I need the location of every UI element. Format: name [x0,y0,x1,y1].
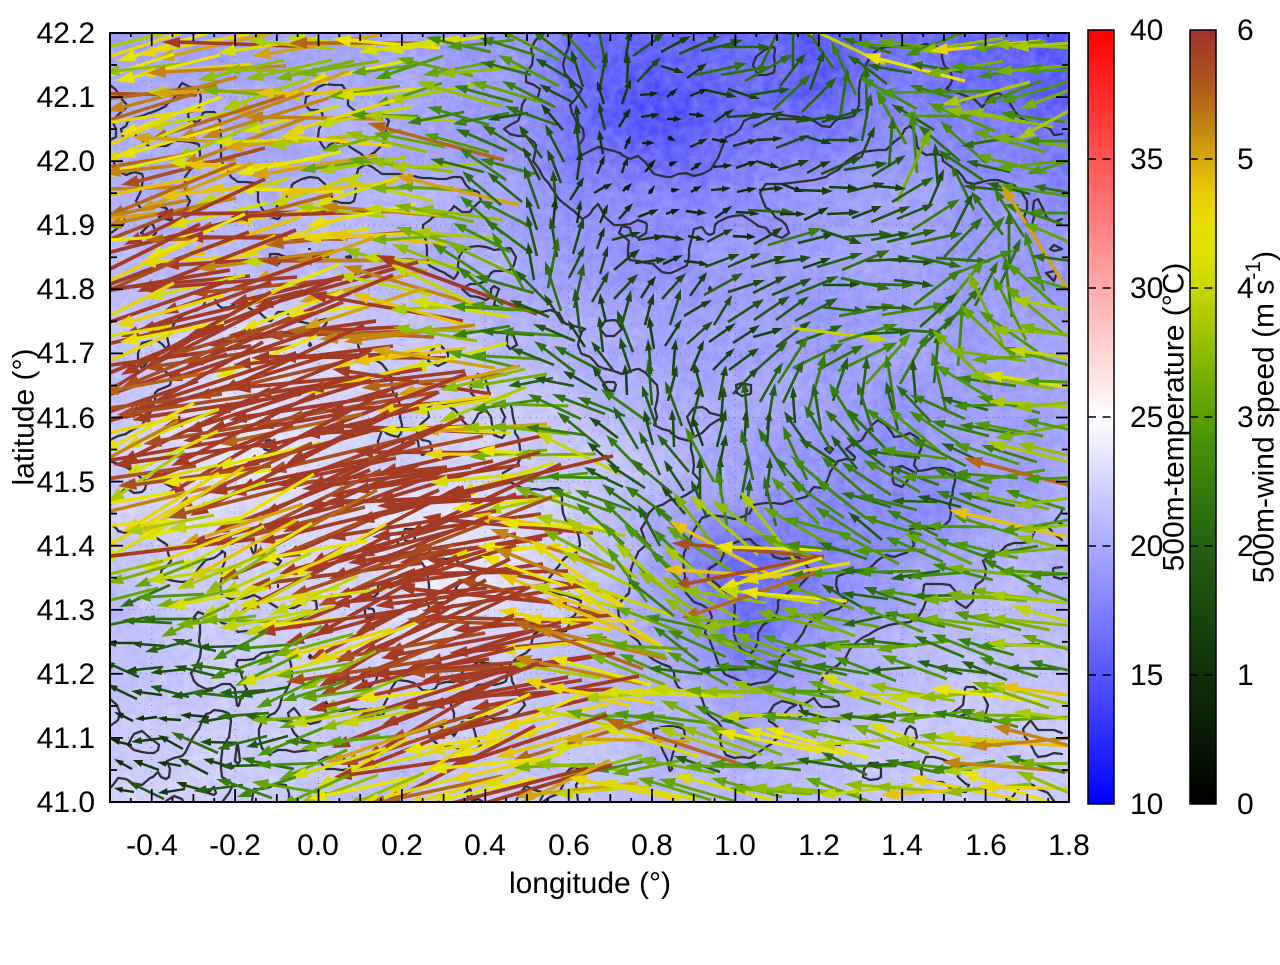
svg-text:-0.4: -0.4 [126,829,178,862]
svg-text:0.2: 0.2 [381,829,423,862]
svg-text:41.8: 41.8 [37,273,95,306]
svg-text:0.4: 0.4 [464,829,506,862]
svg-text:0.8: 0.8 [631,829,673,862]
svg-text:500m-wind speed (m s-1): 500m-wind speed (m s-1) [1242,251,1280,583]
svg-text:-0.2: -0.2 [209,829,261,862]
svg-text:35: 35 [1130,143,1163,176]
svg-text:41.7: 41.7 [37,337,95,370]
svg-text:0: 0 [1237,788,1254,821]
svg-text:1.8: 1.8 [1048,829,1090,862]
svg-text:1.4: 1.4 [881,829,923,862]
svg-text:41.5: 41.5 [37,466,95,499]
svg-text:42.0: 42.0 [37,145,95,178]
svg-text:1: 1 [1237,659,1254,692]
svg-text:41.4: 41.4 [37,530,95,563]
svg-text:15: 15 [1130,659,1163,692]
svg-text:41.0: 41.0 [37,786,95,819]
svg-text:0.6: 0.6 [548,829,590,862]
svg-text:1.6: 1.6 [965,829,1007,862]
svg-text:longitude (°): longitude (°) [509,867,671,900]
svg-text:6: 6 [1237,14,1254,47]
svg-text:5: 5 [1237,143,1254,176]
svg-text:1.2: 1.2 [798,829,840,862]
svg-text:0.0: 0.0 [297,829,339,862]
svg-text:41.1: 41.1 [37,722,95,755]
svg-text:42.2: 42.2 [37,17,95,50]
svg-text:40: 40 [1130,14,1163,47]
svg-text:41.3: 41.3 [37,594,95,627]
svg-text:41.6: 41.6 [37,402,95,435]
svg-text:42.1: 42.1 [37,81,95,114]
svg-text:10: 10 [1130,788,1163,821]
svg-text:41.2: 41.2 [37,658,95,691]
svg-text:41.9: 41.9 [37,209,95,242]
svg-text:500m-temperature (°C): 500m-temperature (°C) [1158,263,1191,572]
svg-text:1.0: 1.0 [714,829,756,862]
svg-text:latitude (°): latitude (°) [8,348,41,485]
